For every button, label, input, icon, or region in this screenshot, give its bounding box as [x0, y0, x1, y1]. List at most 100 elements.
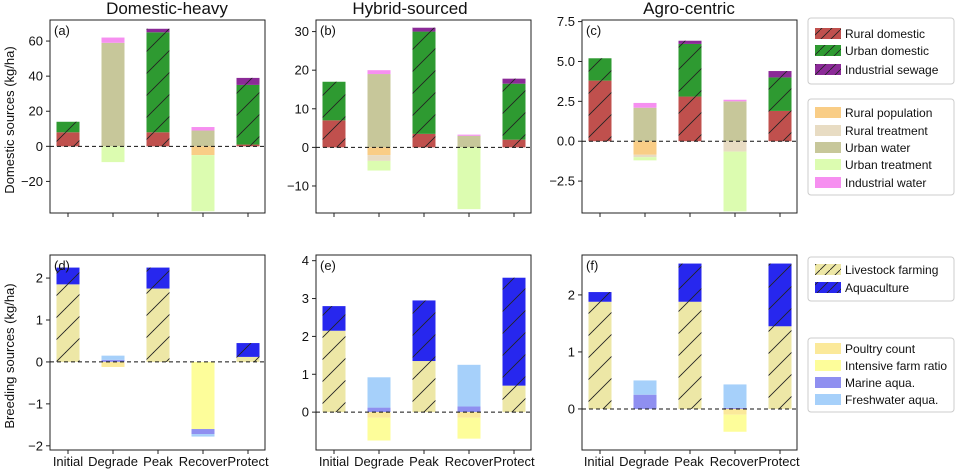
bar-segment-marine-aqua	[723, 407, 747, 409]
bar-hatch	[412, 31, 436, 134]
xlabel-recover: Recover	[445, 454, 494, 469]
bar-segment-intensive-farm-ratio	[367, 417, 391, 441]
y-tick-label: −2.5	[549, 174, 575, 189]
bar-segment-intensive-farm-ratio	[191, 361, 215, 430]
xlabel-recover: Recover	[179, 454, 228, 469]
bar-segment-marine-aqua	[191, 429, 215, 435]
bar-hatch	[322, 330, 346, 413]
ylabel-domestic: Domestic sources (kg/ha)	[2, 46, 17, 193]
xlabel-peak: Peak	[674, 454, 704, 469]
xlabel-protect: Protect	[758, 454, 800, 469]
y-tick-label: 7.5	[557, 14, 575, 29]
bar-segment-industrial-water	[191, 127, 215, 131]
bar-segment-freshwater-aqua	[367, 377, 391, 408]
legend-label: Intensive farm ratio	[845, 359, 947, 373]
bar-hatch	[146, 132, 170, 147]
bar-segment-freshwater-aqua	[633, 380, 657, 395]
panel-b: −10 0 10 20 30 (b)	[287, 19, 532, 217]
bar-segment-poultry-count	[101, 361, 125, 367]
bar-segment-freshwater-aqua	[723, 384, 747, 408]
legend-domestic-plain: Rural population Rural treatment Urban w…	[807, 98, 955, 196]
y-tick-label: 1	[36, 313, 43, 328]
legend-swatch-urban-water	[815, 142, 841, 153]
y-tick-label: 2	[568, 287, 575, 302]
y-tick-label: 60	[29, 34, 43, 49]
bar-hatch	[678, 263, 702, 302]
legend-label: Aquaculture	[845, 281, 909, 295]
bar-hatch	[502, 139, 526, 148]
bar-segment-freshwater-aqua	[101, 355, 125, 360]
panel-c: −2.5 0.0 2.5 5.0 7.5 (c)	[549, 14, 798, 217]
panel-label: (b)	[320, 23, 336, 38]
legend-label: Urban treatment	[845, 158, 932, 172]
bar-hatch	[412, 133, 436, 148]
legend-domestic-hatched: Rural domestic Urban domestic Industrial…	[807, 17, 955, 85]
bar-segment-urban-water	[723, 101, 747, 142]
bar-segment-urban-treatment	[723, 151, 747, 212]
bar-hatch	[236, 144, 260, 147]
ylabel-breeding: Breeding sources (kg/ha)	[2, 283, 17, 428]
y-tick-label: 40	[29, 69, 43, 84]
xlabel-peak: Peak	[143, 454, 173, 469]
bar-segment-poultry-count	[367, 412, 391, 418]
legend-swatch-hatch	[815, 264, 841, 275]
bar-hatch	[678, 43, 702, 97]
legend-label: Marine aqua.	[845, 376, 915, 390]
bar-hatch	[588, 80, 612, 142]
y-tick-label: 5.0	[557, 54, 575, 69]
y-tick-label: 0	[36, 354, 43, 369]
xlabel-recover: Recover	[710, 454, 759, 469]
bar-segment-intensive-farm-ratio	[723, 414, 747, 432]
bar-segment-rural-population	[191, 146, 215, 156]
bar-hatch	[412, 361, 436, 413]
y-tick-label: 3	[302, 291, 309, 306]
y-tick-label: 20	[29, 104, 43, 119]
y-tick-label: 2.5	[557, 94, 575, 109]
bar-segment-industrial-water	[101, 37, 125, 43]
bar-hatch	[678, 301, 702, 409]
legend-swatch-intensive-farm-ratio	[815, 360, 841, 371]
column-title-agro-centric: Agro-centric	[643, 0, 735, 18]
bar-segment-rural-treatment	[367, 155, 391, 161]
bar-hatch	[502, 83, 526, 140]
bar-segment-urban-water	[633, 107, 657, 142]
bar-hatch	[768, 110, 792, 142]
panel-f: 0 1 2 (f)	[568, 254, 798, 454]
legend-label: Rural treatment	[845, 124, 928, 138]
xlabel-degrade: Degrade	[619, 454, 669, 469]
legend-label: Livestock farming	[845, 263, 938, 277]
bar-hatch	[146, 28, 170, 33]
bar-hatch	[768, 263, 792, 327]
bar-segment-urban-water	[101, 42, 125, 147]
x-tick-labels: Initial Degrade Peak Recover Protect Ini…	[53, 454, 800, 469]
bar-segment-industrial-water	[457, 134, 481, 136]
legend-swatch-marine-aqua	[815, 377, 841, 388]
legend-label: Rural population	[845, 106, 932, 120]
panel-a: −20 0 20 40 60 (a)	[21, 19, 266, 217]
y-tick-label: 4	[302, 253, 309, 268]
xlabel-degrade: Degrade	[354, 454, 404, 469]
xlabel-peak: Peak	[409, 454, 439, 469]
column-title-hybrid-sourced: Hybrid-sourced	[352, 0, 467, 18]
panel-e: 0 1 2 3 4 (e)	[302, 253, 532, 454]
bar-segment-rural-population	[367, 147, 391, 156]
bar-hatch	[412, 27, 436, 32]
legend-label: Urban water	[845, 141, 910, 155]
legend-label: Freshwater aqua.	[845, 393, 938, 407]
bar-segment-urban-treatment	[101, 146, 125, 163]
legend-label: Urban domestic	[845, 44, 929, 58]
bar-hatch	[146, 267, 170, 289]
bar-segment-freshwater-aqua	[191, 434, 215, 437]
y-tick-label: 2	[302, 329, 309, 344]
bar-hatch	[678, 40, 702, 44]
legend-label: Poultry count	[845, 342, 916, 356]
y-tick-label: 0	[302, 405, 309, 420]
bar-segment-marine-aqua	[367, 407, 391, 413]
bar-segment-urban-treatment	[191, 155, 215, 212]
bar-hatch	[502, 277, 526, 386]
legend-breeding-hatched: Livestock farming Aquaculture	[807, 256, 955, 302]
panel-d: −2 −1 0 1 2 (d)	[28, 254, 266, 454]
bar-hatch	[412, 300, 436, 362]
y-tick-label: −1	[28, 396, 43, 411]
